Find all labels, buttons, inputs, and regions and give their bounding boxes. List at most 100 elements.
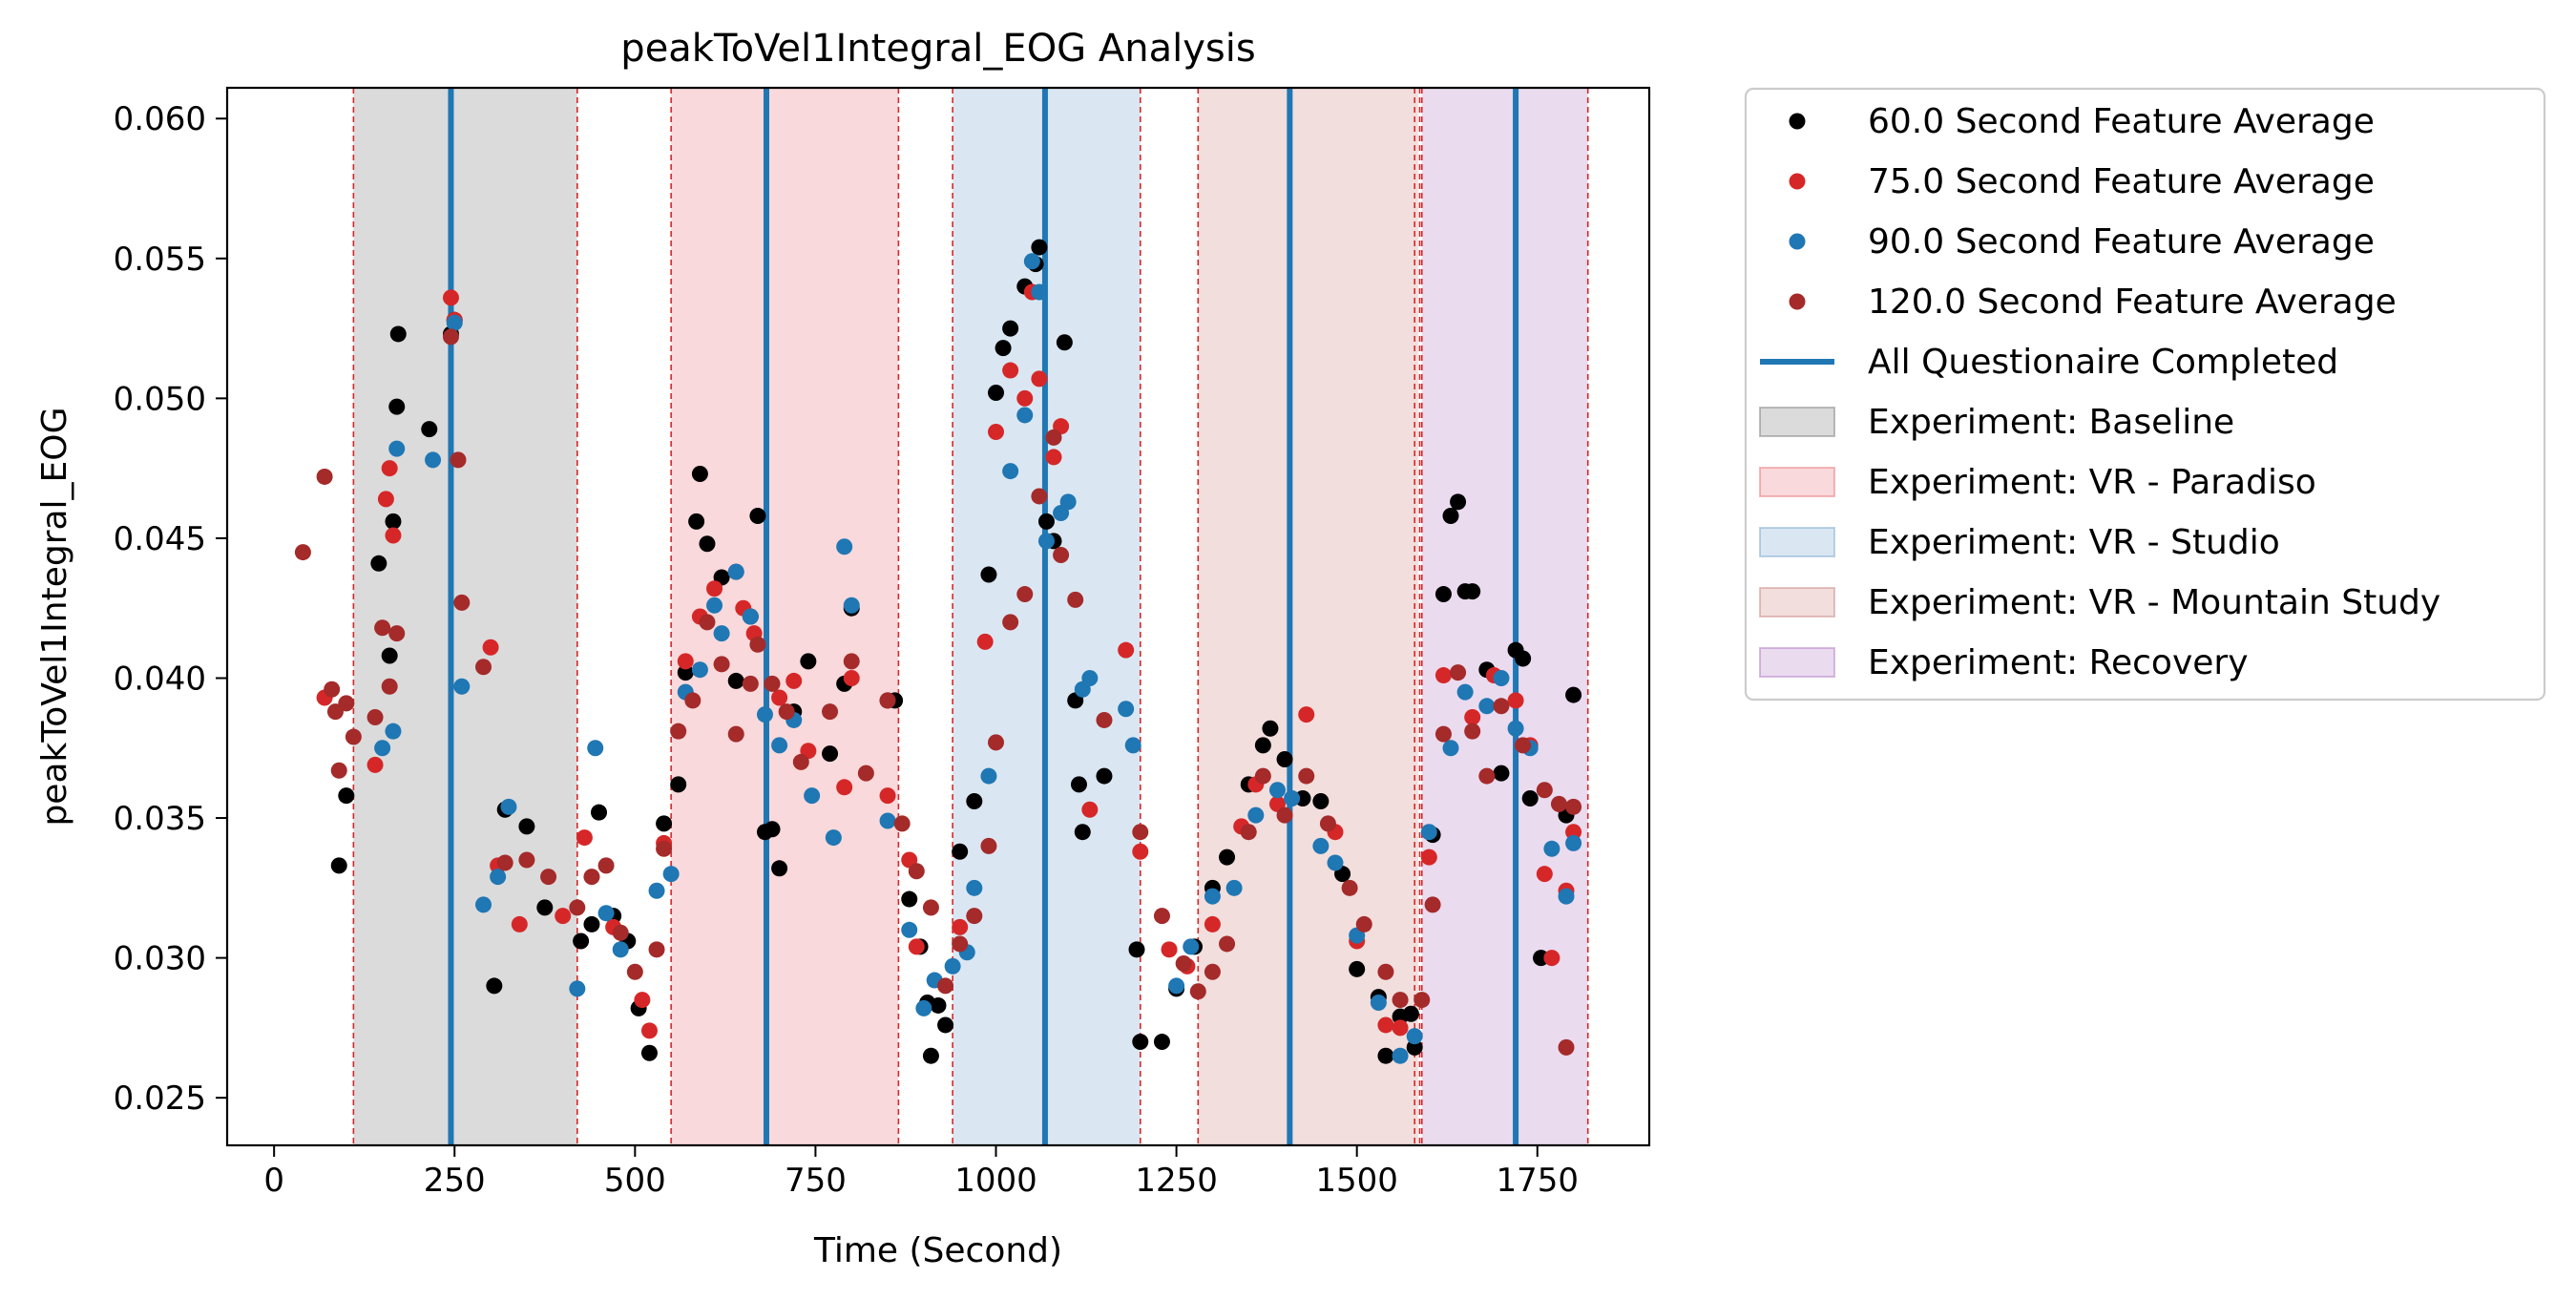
data-point [785, 672, 803, 689]
data-point [591, 804, 608, 821]
data-point [453, 594, 471, 611]
legend-patch-swatch [1759, 527, 1835, 557]
data-point [496, 854, 513, 871]
phase-band-recovery [1421, 88, 1588, 1145]
data-point [1067, 591, 1084, 608]
legend-marker [1789, 233, 1806, 250]
data-point [804, 787, 821, 805]
data-point [1225, 879, 1243, 896]
data-point [699, 535, 716, 553]
data-point [324, 681, 341, 698]
data-point [1254, 737, 1271, 754]
data-point [388, 440, 406, 457]
data-point [1392, 1047, 1409, 1064]
legend-item-experiment-vr-paradiso: Experiment: VR - Paradiso [1759, 463, 2316, 502]
series-60-0-second-feature-average [330, 239, 1582, 1064]
data-point [1298, 706, 1315, 723]
data-point [1565, 834, 1582, 851]
y-tick-label: 0.025 [114, 1079, 206, 1118]
experiment-phase-bands [353, 88, 1588, 1145]
data-point [1161, 941, 1178, 958]
data-point [1327, 854, 1344, 871]
data-point [822, 745, 839, 763]
data-point [486, 977, 503, 995]
data-point [1247, 807, 1265, 824]
data-point [425, 451, 442, 469]
data-point [749, 636, 766, 653]
data-point [640, 1044, 658, 1061]
data-point [713, 656, 730, 673]
data-point [1377, 1047, 1394, 1064]
data-point [1070, 776, 1087, 793]
legend-item-experiment-baseline: Experiment: Baseline [1759, 403, 2234, 442]
data-point [1392, 992, 1409, 1009]
legend-label: Experiment: Recovery [1868, 643, 2249, 682]
data-point [915, 999, 932, 1016]
data-point [1037, 513, 1055, 530]
data-point [1377, 963, 1394, 980]
data-point [388, 625, 406, 642]
data-point [1002, 362, 1019, 379]
data-point [1319, 815, 1336, 832]
data-point [922, 899, 939, 916]
data-point [1031, 488, 1048, 505]
data-point [640, 1022, 658, 1039]
legend-item-75-0-second-feature-average: 75.0 Second Feature Average [1789, 162, 2375, 201]
data-point [1341, 879, 1358, 896]
data-point [1565, 686, 1582, 703]
legend-item-60-0-second-feature-average: 60.0 Second Feature Average [1789, 102, 2375, 141]
data-point [966, 792, 983, 809]
data-point [389, 325, 407, 343]
data-point [1464, 583, 1481, 600]
data-point [857, 765, 874, 782]
legend-label: 120.0 Second Feature Average [1868, 283, 2397, 322]
data-point [1543, 840, 1560, 857]
data-point [367, 709, 384, 726]
data-point [377, 491, 394, 508]
data-point [1132, 824, 1149, 841]
x-tick-label: 750 [785, 1162, 847, 1200]
data-point [500, 798, 517, 815]
data-point [1276, 750, 1293, 767]
data-point [555, 908, 572, 925]
data-point [706, 580, 723, 597]
phase-band-baseline [353, 88, 577, 1145]
data-point [1284, 790, 1301, 807]
data-point [677, 664, 694, 681]
data-point [573, 932, 590, 950]
data-point [583, 915, 600, 932]
data-point [385, 723, 402, 740]
data-point [330, 857, 347, 874]
legend-label: All Questionaire Completed [1868, 343, 2338, 382]
data-point [518, 851, 535, 869]
data-point [1204, 888, 1221, 905]
y-axis-ticks: 0.025 0.030 0.035 0.040 0.045 0.050 0.055 0.060 [114, 100, 227, 1118]
data-point [1565, 824, 1582, 841]
y-tick-label: 0.050 [114, 380, 206, 418]
data-point [388, 398, 406, 415]
data-point [1507, 720, 1524, 737]
phase-band-vr-mountain-study [1198, 88, 1418, 1145]
data-point [482, 639, 499, 656]
data-point [1392, 1019, 1409, 1037]
x-tick-label: 0 [263, 1162, 284, 1200]
data-point [879, 787, 896, 805]
data-point [901, 890, 918, 908]
y-tick-label: 0.055 [114, 241, 206, 279]
data-point [822, 703, 839, 721]
x-tick-label: 1000 [954, 1162, 1037, 1200]
data-point [374, 619, 391, 637]
data-point [922, 1047, 939, 1064]
y-tick-label: 0.045 [114, 520, 206, 558]
data-point [879, 812, 896, 829]
data-point [1254, 767, 1271, 785]
data-point [1355, 915, 1372, 932]
data-point [1493, 669, 1510, 686]
data-point [952, 935, 969, 953]
data-point [727, 725, 744, 743]
data-point [1219, 849, 1236, 866]
data-point [764, 675, 781, 692]
data-point [908, 863, 925, 880]
data-point [778, 703, 795, 721]
